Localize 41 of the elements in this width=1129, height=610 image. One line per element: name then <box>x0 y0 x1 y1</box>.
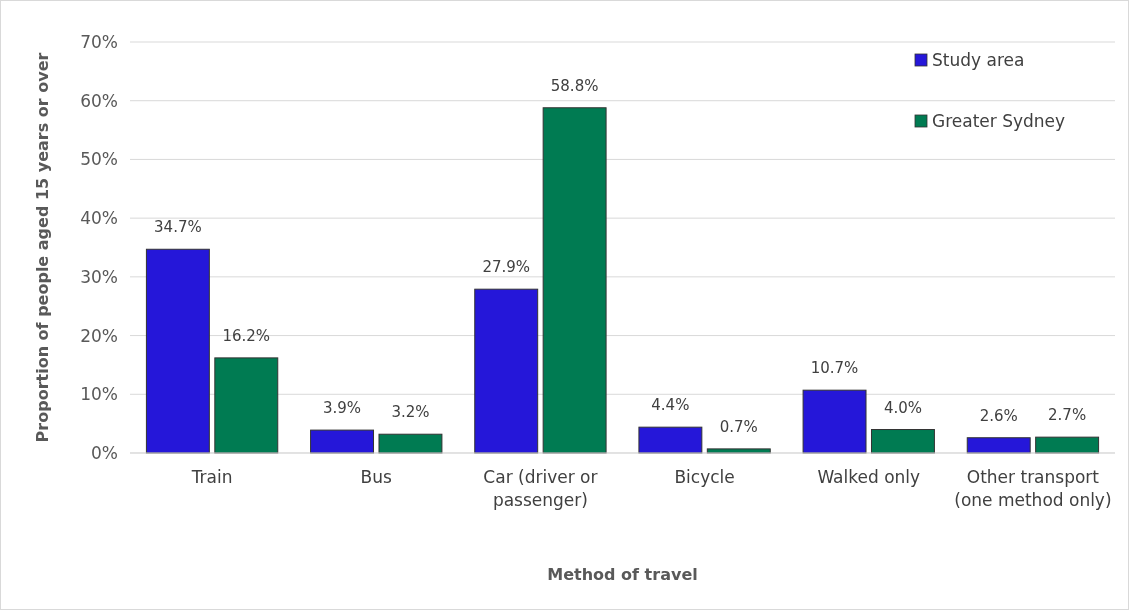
bar <box>870 429 935 454</box>
x-tick-label: Other transport (one method only) <box>954 467 1112 510</box>
bar <box>966 437 1031 454</box>
y-tick-label: 50% <box>80 149 118 170</box>
y-tick-label: 30% <box>80 266 118 287</box>
bar <box>214 357 279 454</box>
data-label: 4.4% <box>651 396 690 415</box>
data-label: 16.2% <box>222 326 271 345</box>
bar <box>638 426 703 454</box>
y-tick-label: 70% <box>80 31 118 52</box>
y-tick-label: 20% <box>80 325 118 346</box>
legend-label: Greater Sydney <box>932 110 1066 131</box>
bar <box>310 429 375 454</box>
bar <box>802 389 867 454</box>
data-label: 58.8% <box>550 76 599 95</box>
bar <box>474 288 539 454</box>
data-label: 3.2% <box>391 403 430 422</box>
bar <box>378 433 443 454</box>
x-tick-label: Bicycle <box>674 467 735 487</box>
x-tick-label: Walked only <box>817 467 921 487</box>
data-label: 0.7% <box>719 417 758 436</box>
y-axis-title: Proportion of people aged 15 years or over <box>33 52 52 443</box>
x-tick-label: Car (driver or passenger) <box>483 467 598 510</box>
data-label: 2.6% <box>979 406 1018 425</box>
y-tick-label: 10% <box>80 384 118 405</box>
x-axis-title: Method of travel <box>547 565 698 584</box>
y-tick-label: 0% <box>91 442 118 463</box>
data-label: 27.9% <box>482 258 531 277</box>
data-label: 10.7% <box>810 359 859 378</box>
data-label: 4.0% <box>883 398 923 417</box>
x-tick-label: Train <box>190 467 233 487</box>
data-label: 3.9% <box>322 399 362 418</box>
y-tick-label: 40% <box>80 208 118 229</box>
x-tick-label: Bus <box>360 467 393 487</box>
bar <box>1035 436 1100 454</box>
data-label: 34.7% <box>154 218 202 237</box>
legend-label: Study area <box>932 49 1025 70</box>
bar <box>145 248 210 454</box>
data-label: 2.7% <box>1048 406 1087 425</box>
y-tick-label: 60% <box>80 90 118 111</box>
bar <box>542 107 607 454</box>
